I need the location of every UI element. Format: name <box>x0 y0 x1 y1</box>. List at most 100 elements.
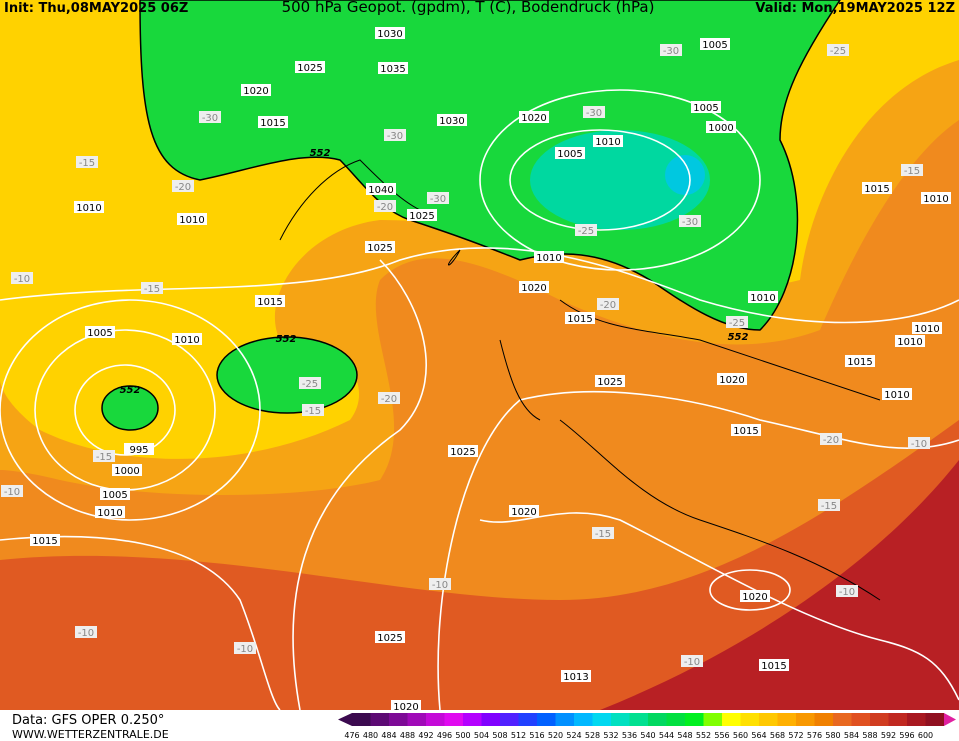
isobar <box>0 299 261 521</box>
label-bg <box>375 631 405 643</box>
label-bg <box>565 312 595 324</box>
label-bg <box>299 377 321 389</box>
temperature-label: -30 <box>682 217 698 228</box>
geopotential-label: 552 <box>120 385 141 396</box>
pressure-label: 1010 <box>536 253 561 264</box>
label-bg <box>691 101 721 113</box>
label-bg <box>241 84 271 96</box>
pressure-label: 1015 <box>567 314 592 325</box>
label-bg <box>85 326 115 338</box>
label-bg <box>748 291 778 303</box>
label-bg <box>555 147 585 159</box>
label-bg <box>366 183 396 195</box>
label-bg <box>448 445 478 457</box>
colorbar-cell <box>407 713 426 726</box>
label-bg <box>74 201 104 213</box>
hot-zone <box>600 460 959 710</box>
colorbar-label: 596 <box>899 731 914 740</box>
warm-zone <box>0 420 959 710</box>
colorbar-cell <box>611 713 630 726</box>
label-bg <box>901 164 923 176</box>
pressure-label: 1015 <box>32 536 57 547</box>
colorbar-label: 540 <box>640 731 655 740</box>
label-bg <box>575 224 597 236</box>
colorbar-cell <box>870 713 889 726</box>
colorbar-label: 492 <box>418 731 433 740</box>
isobar <box>0 247 959 324</box>
label-bg <box>592 527 614 539</box>
label-bg <box>172 180 194 192</box>
colorbar-cell <box>796 713 815 726</box>
pressure-label: 1010 <box>923 194 948 205</box>
label-bg <box>679 215 701 227</box>
label-bg <box>93 450 115 462</box>
label-bg <box>836 585 858 597</box>
label-bg <box>391 700 421 712</box>
label-bg <box>700 38 730 50</box>
pressure-label: 1035 <box>380 64 405 75</box>
label-bg <box>374 200 396 212</box>
label-bg <box>845 355 875 367</box>
temperature-label: -30 <box>202 113 218 124</box>
temperature-label: -10 <box>4 487 20 498</box>
temperature-label: -20 <box>600 300 616 311</box>
colorbar-cell <box>629 713 648 726</box>
pressure-label: 1000 <box>708 123 733 134</box>
valid-time: Valid: Mon,19MAY2025 12Z <box>755 1 955 16</box>
colorbar-label: 504 <box>474 731 489 740</box>
contour-labels: 1030 1005 1025 1035 -30 -25 1020 1005 1000 -30 101… <box>1 27 951 713</box>
label-bg <box>177 213 207 225</box>
colorbar-cell <box>352 713 371 726</box>
pressure-label: 1020 <box>521 113 546 124</box>
temperature-label: -30 <box>663 46 679 57</box>
label-bg <box>862 182 892 194</box>
label-bg <box>740 590 770 602</box>
colorbar-label: 520 <box>548 731 563 740</box>
colorbar-arrow-left <box>338 713 352 726</box>
colorbar-cell <box>444 713 463 726</box>
isobar <box>479 89 761 271</box>
colorbar-label: 588 <box>862 731 877 740</box>
label-bg <box>731 424 761 436</box>
label-bg <box>882 388 912 400</box>
pressure-label: 1020 <box>521 283 546 294</box>
label-bg <box>255 295 285 307</box>
label-bg <box>112 464 142 476</box>
label-bg <box>827 44 849 56</box>
pressure-label: 1020 <box>243 86 268 97</box>
pressure-label: 1015 <box>864 184 889 195</box>
colorbar-label: 528 <box>585 731 600 740</box>
colorbar-cell <box>925 713 944 726</box>
pressure-label: 1040 <box>368 185 393 196</box>
cold-low-north <box>139 0 841 331</box>
pressure-label: 1020 <box>511 507 536 518</box>
label-bg <box>234 642 256 654</box>
temperature-label: -25 <box>302 379 318 390</box>
pressure-label: 1030 <box>377 29 402 40</box>
isobar <box>479 512 959 701</box>
pressure-label: 1005 <box>87 328 112 339</box>
colorbar-cell <box>648 713 667 726</box>
colorbar-label: 600 <box>918 731 933 740</box>
colorbar-label: 500 <box>455 731 470 740</box>
pressure-label: 1015 <box>260 118 285 129</box>
geopotential-label: 552 <box>728 332 749 343</box>
label-bg <box>597 298 619 310</box>
temperature-label: -10 <box>237 644 253 655</box>
label-bg <box>895 335 925 347</box>
temperature-label: -10 <box>78 628 94 639</box>
colorbar-cell <box>907 713 926 726</box>
label-bg <box>302 404 324 416</box>
colorbar-label: 512 <box>511 731 526 740</box>
temperature-label: -15 <box>144 284 160 295</box>
label-bg <box>76 156 98 168</box>
geopotential-label: 552 <box>276 334 297 345</box>
colorbar-label: 544 <box>659 731 674 740</box>
label-bg <box>11 272 33 284</box>
label-bg <box>100 488 130 500</box>
colorbar-label: 572 <box>788 731 803 740</box>
label-bg <box>593 135 623 147</box>
pressure-label: 1015 <box>733 426 758 437</box>
core-coldest <box>665 155 705 195</box>
label-bg <box>681 655 703 667</box>
